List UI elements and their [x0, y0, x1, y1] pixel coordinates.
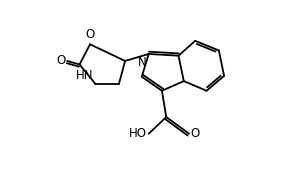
Text: HN: HN [76, 69, 94, 82]
Text: O: O [191, 127, 200, 140]
Text: HO: HO [129, 127, 147, 140]
Text: O: O [56, 54, 66, 67]
Text: O: O [85, 28, 95, 41]
Text: N: N [138, 56, 147, 69]
